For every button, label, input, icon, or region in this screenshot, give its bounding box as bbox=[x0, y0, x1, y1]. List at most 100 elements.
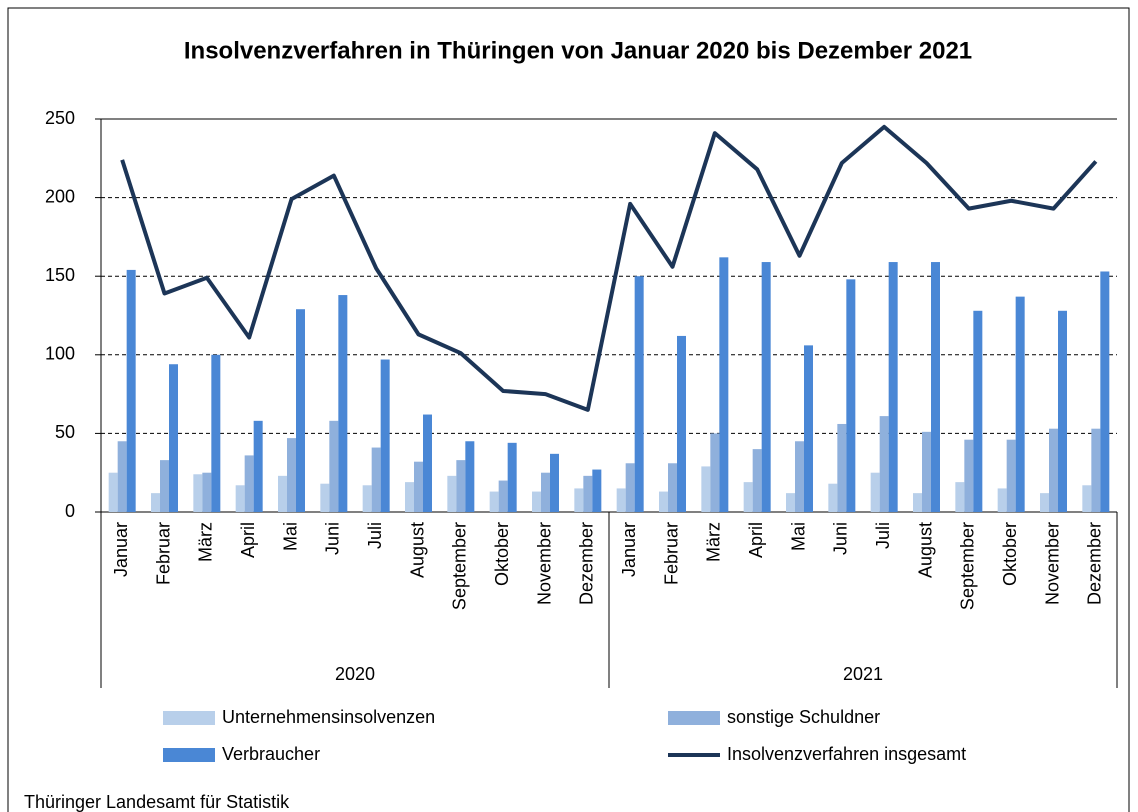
bar bbox=[837, 423, 847, 512]
legend-swatch bbox=[668, 711, 720, 725]
bar bbox=[465, 441, 475, 512]
bar bbox=[278, 475, 287, 512]
source: Thüringer Landesamt für Statistik bbox=[24, 792, 290, 812]
x-tick-label: Juli bbox=[365, 522, 385, 549]
y-tick-label: 250 bbox=[45, 108, 75, 128]
x-tick-label: Mai bbox=[788, 522, 808, 551]
y-tick-label: 100 bbox=[45, 344, 75, 364]
bar bbox=[169, 364, 178, 512]
y-tick-label: 200 bbox=[45, 186, 75, 206]
x-tick-label: Januar bbox=[619, 522, 639, 577]
x-tick-label: November bbox=[534, 522, 554, 605]
bar bbox=[804, 345, 813, 512]
bar bbox=[550, 453, 559, 512]
bar bbox=[338, 295, 348, 512]
bar bbox=[870, 472, 880, 512]
bar bbox=[405, 482, 414, 512]
bar bbox=[786, 493, 795, 512]
legend-swatch bbox=[163, 748, 215, 762]
x-tick-label: Januar bbox=[111, 522, 131, 577]
x-tick-label: Mai bbox=[280, 522, 300, 551]
bar bbox=[752, 449, 762, 512]
bar bbox=[913, 493, 922, 512]
x-tick-label: Dezember bbox=[1085, 522, 1105, 605]
x-tick-label: Februar bbox=[661, 522, 681, 585]
legend-label: Unternehmensinsolvenzen bbox=[222, 707, 435, 727]
bar bbox=[532, 491, 541, 512]
bar bbox=[151, 493, 160, 512]
bar bbox=[507, 442, 517, 512]
bar bbox=[287, 438, 296, 512]
x-tick-label: März bbox=[704, 522, 724, 562]
legend-label: Insolvenzverfahren insgesamt bbox=[727, 744, 966, 764]
bar bbox=[701, 466, 711, 512]
x-tick-label: August bbox=[915, 522, 935, 578]
bar bbox=[719, 257, 729, 512]
bar bbox=[380, 359, 390, 512]
bar bbox=[973, 310, 983, 512]
bar bbox=[371, 447, 381, 512]
bar bbox=[888, 262, 898, 512]
bar bbox=[117, 441, 127, 512]
bar bbox=[955, 482, 965, 512]
bar bbox=[235, 485, 245, 512]
x-tick-label: Oktober bbox=[492, 522, 512, 586]
bar bbox=[997, 488, 1007, 512]
legend-swatch bbox=[163, 711, 215, 725]
x-tick-label: April bbox=[238, 522, 258, 558]
x-tick-label: September bbox=[450, 522, 470, 610]
x-tick-label: September bbox=[958, 522, 978, 610]
bar bbox=[795, 441, 804, 512]
bar bbox=[541, 472, 550, 512]
bar bbox=[828, 483, 838, 512]
bar bbox=[743, 482, 753, 512]
bar bbox=[922, 431, 931, 512]
bar bbox=[1006, 439, 1016, 512]
legend-label: sonstige Schuldner bbox=[727, 707, 880, 727]
bar bbox=[108, 472, 118, 512]
bar bbox=[846, 279, 856, 512]
bar bbox=[211, 354, 221, 512]
x-tick-label: Juni bbox=[831, 522, 851, 555]
bar bbox=[1082, 485, 1092, 512]
bar bbox=[592, 469, 602, 512]
x-tick-label: Februar bbox=[153, 522, 173, 585]
bar bbox=[244, 455, 254, 512]
chart-title: Insolvenzverfahren in Thüringen von Janu… bbox=[184, 37, 972, 64]
bar bbox=[1091, 428, 1101, 512]
bar bbox=[193, 474, 203, 512]
bar bbox=[879, 416, 889, 512]
bar bbox=[489, 491, 499, 512]
bar bbox=[126, 269, 136, 512]
x-tick-label: April bbox=[746, 522, 766, 558]
bar bbox=[964, 439, 974, 512]
bar bbox=[668, 463, 677, 512]
x-tick-label: Dezember bbox=[577, 522, 597, 605]
bar bbox=[1040, 493, 1049, 512]
bar bbox=[362, 485, 372, 512]
bar bbox=[160, 460, 169, 512]
bar bbox=[1058, 310, 1067, 512]
bar bbox=[1100, 271, 1110, 512]
x-tick-label: November bbox=[1042, 522, 1062, 605]
x-tick-label: Juli bbox=[873, 522, 893, 549]
bar bbox=[583, 475, 593, 512]
bar bbox=[634, 276, 644, 512]
bar bbox=[677, 335, 686, 512]
bar bbox=[710, 433, 720, 512]
bar bbox=[1049, 428, 1058, 512]
bar bbox=[498, 480, 508, 512]
bar bbox=[1015, 296, 1025, 512]
group-label: 2020 bbox=[335, 664, 375, 684]
bar bbox=[616, 488, 626, 512]
x-tick-label: August bbox=[407, 522, 427, 578]
frame bbox=[7, 7, 1130, 812]
bar bbox=[456, 460, 466, 512]
bar bbox=[253, 420, 263, 512]
bar bbox=[320, 483, 330, 512]
bar bbox=[574, 488, 584, 512]
x-tick-label: Oktober bbox=[1000, 522, 1020, 586]
x-tick-label: März bbox=[196, 522, 216, 562]
bar bbox=[625, 463, 635, 512]
